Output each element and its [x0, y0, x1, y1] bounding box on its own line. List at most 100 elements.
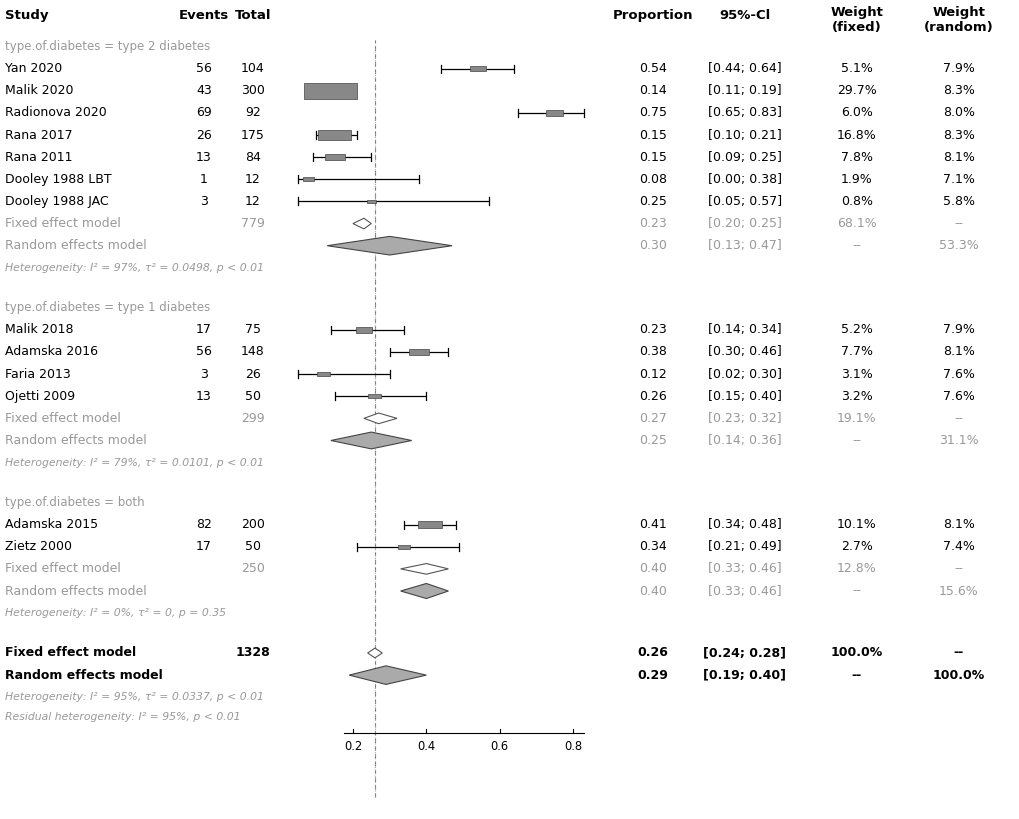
Polygon shape: [364, 413, 396, 423]
Text: 0.30: 0.30: [638, 239, 666, 252]
Text: 1328: 1328: [235, 646, 270, 659]
Text: Events: Events: [178, 9, 229, 22]
Polygon shape: [348, 666, 426, 685]
Text: Proportion: Proportion: [612, 9, 692, 22]
Text: 26: 26: [196, 129, 212, 142]
Text: 7.4%: 7.4%: [942, 541, 974, 554]
Text: 0.15: 0.15: [638, 129, 666, 142]
Text: 3: 3: [200, 195, 208, 208]
Text: 7.8%: 7.8%: [840, 151, 872, 164]
Text: 0.25: 0.25: [638, 195, 666, 208]
Text: 0.38: 0.38: [638, 346, 666, 359]
Text: [0.24; 0.28]: [0.24; 0.28]: [702, 646, 786, 659]
Text: 0.25: 0.25: [638, 434, 666, 447]
Text: [0.30; 0.46]: [0.30; 0.46]: [707, 346, 781, 359]
Text: 1: 1: [200, 173, 208, 186]
Text: 0.15: 0.15: [638, 151, 666, 164]
Polygon shape: [400, 583, 448, 599]
Text: --: --: [852, 585, 860, 598]
Text: Heterogeneity: I² = 79%, τ² = 0.0101, p < 0.01: Heterogeneity: I² = 79%, τ² = 0.0101, p …: [5, 458, 264, 468]
Text: Rana 2011: Rana 2011: [5, 151, 72, 164]
Text: type.of.diabetes = both: type.of.diabetes = both: [5, 496, 145, 509]
Text: 0.08: 0.08: [638, 173, 666, 186]
FancyBboxPatch shape: [397, 545, 410, 549]
Text: 3.1%: 3.1%: [840, 368, 872, 381]
Text: type.of.diabetes = type 2 diabetes: type.of.diabetes = type 2 diabetes: [5, 40, 210, 53]
Text: --: --: [852, 239, 860, 252]
Text: 13: 13: [196, 390, 212, 403]
Text: Fixed effect model: Fixed effect model: [5, 563, 121, 576]
Text: 8.1%: 8.1%: [942, 151, 974, 164]
Text: [0.23; 0.32]: [0.23; 0.32]: [707, 412, 781, 425]
Text: 0.75: 0.75: [638, 106, 666, 120]
Text: Fixed effect model: Fixed effect model: [5, 646, 137, 659]
Text: 0.40: 0.40: [638, 563, 666, 576]
Text: 7.1%: 7.1%: [942, 173, 974, 186]
Text: 84: 84: [245, 151, 261, 164]
Text: --: --: [954, 563, 962, 576]
Text: 0.54: 0.54: [638, 62, 666, 75]
Text: --: --: [953, 646, 963, 659]
FancyBboxPatch shape: [324, 154, 344, 161]
Text: Malik 2018: Malik 2018: [5, 324, 73, 337]
Text: [0.02; 0.30]: [0.02; 0.30]: [707, 368, 781, 381]
Text: [0.00; 0.38]: [0.00; 0.38]: [707, 173, 781, 186]
Text: 0.6: 0.6: [490, 740, 508, 753]
Text: 8.1%: 8.1%: [942, 346, 974, 359]
Text: 0.8: 0.8: [564, 740, 582, 753]
Text: Ojetti 2009: Ojetti 2009: [5, 390, 75, 403]
Text: Random effects model: Random effects model: [5, 585, 147, 598]
Text: 8.3%: 8.3%: [942, 129, 974, 142]
Text: Zietz 2000: Zietz 2000: [5, 541, 72, 554]
Text: [0.34; 0.48]: [0.34; 0.48]: [707, 518, 781, 531]
Text: 0.14: 0.14: [638, 84, 666, 97]
Text: 0.23: 0.23: [638, 217, 666, 230]
Text: 16.8%: 16.8%: [837, 129, 875, 142]
FancyBboxPatch shape: [470, 66, 485, 71]
Text: 0.4: 0.4: [417, 740, 435, 753]
Text: 3: 3: [200, 368, 208, 381]
Text: 0.34: 0.34: [638, 541, 666, 554]
Text: Weight
(fixed): Weight (fixed): [829, 6, 882, 34]
Text: 200: 200: [240, 518, 265, 531]
Text: Study: Study: [5, 9, 49, 22]
Text: 1.9%: 1.9%: [840, 173, 872, 186]
Text: 53.3%: 53.3%: [938, 239, 977, 252]
Text: Malik 2020: Malik 2020: [5, 84, 73, 97]
Text: Radionova 2020: Radionova 2020: [5, 106, 107, 120]
Text: 17: 17: [196, 541, 212, 554]
Text: 6.0%: 6.0%: [840, 106, 872, 120]
Text: Rana 2017: Rana 2017: [5, 129, 72, 142]
Text: [0.15; 0.40]: [0.15; 0.40]: [707, 390, 781, 403]
Text: 12: 12: [245, 195, 261, 208]
Text: [0.33; 0.46]: [0.33; 0.46]: [707, 585, 781, 598]
Text: 43: 43: [196, 84, 212, 97]
Text: Random effects model: Random effects model: [5, 668, 163, 681]
Text: --: --: [954, 412, 962, 425]
Text: [0.14; 0.36]: [0.14; 0.36]: [707, 434, 781, 447]
Text: [0.20; 0.25]: [0.20; 0.25]: [707, 217, 781, 230]
FancyBboxPatch shape: [304, 83, 357, 99]
FancyBboxPatch shape: [318, 129, 351, 140]
Text: Dooley 1988 JAC: Dooley 1988 JAC: [5, 195, 109, 208]
Text: 250: 250: [240, 563, 265, 576]
Text: Random effects model: Random effects model: [5, 239, 147, 252]
FancyBboxPatch shape: [303, 178, 314, 181]
Text: 8.0%: 8.0%: [942, 106, 974, 120]
Text: 13: 13: [196, 151, 212, 164]
Text: 7.9%: 7.9%: [942, 324, 974, 337]
Text: Fixed effect model: Fixed effect model: [5, 217, 121, 230]
Text: 7.6%: 7.6%: [942, 368, 974, 381]
Text: 8.3%: 8.3%: [942, 84, 974, 97]
Text: 300: 300: [240, 84, 265, 97]
Text: 148: 148: [240, 346, 265, 359]
Text: [0.19; 0.40]: [0.19; 0.40]: [702, 668, 786, 681]
Text: 299: 299: [240, 412, 265, 425]
Text: [0.44; 0.64]: [0.44; 0.64]: [707, 62, 781, 75]
Text: --: --: [851, 668, 861, 681]
Text: 7.6%: 7.6%: [942, 390, 974, 403]
Text: Adamska 2015: Adamska 2015: [5, 518, 98, 531]
Text: [0.14; 0.34]: [0.14; 0.34]: [707, 324, 781, 337]
Text: 5.1%: 5.1%: [840, 62, 872, 75]
Text: Yan 2020: Yan 2020: [5, 62, 62, 75]
